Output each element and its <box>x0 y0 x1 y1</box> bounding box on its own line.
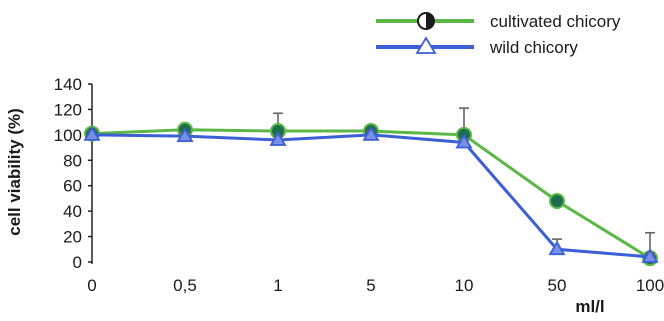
data-point <box>641 248 659 263</box>
y-tick-label: 40 <box>63 202 82 221</box>
y-axis-title: cell viability (%) <box>5 108 24 236</box>
legend-marker-triangle-icon <box>415 36 437 54</box>
data-point <box>83 126 101 141</box>
y-tick-label: 60 <box>63 177 82 196</box>
data-point <box>362 126 380 141</box>
x-tick-label: 50 <box>548 276 567 295</box>
x-tick-label: 100 <box>636 276 664 295</box>
y-tick-label: 20 <box>63 228 82 247</box>
series-2 <box>83 126 659 263</box>
y-tick-label: 120 <box>54 100 82 119</box>
y-tick-label: 80 <box>63 151 82 170</box>
x-tick-label: 0,5 <box>173 276 197 295</box>
x-tick-label: 5 <box>366 276 375 295</box>
legend-item-1: cultivated chicory <box>376 12 621 31</box>
data-point <box>176 127 194 143</box>
series-line <box>91 128 651 260</box>
series-line <box>91 133 651 259</box>
series-layer <box>83 107 659 267</box>
data-point <box>455 133 473 149</box>
data-point <box>549 192 565 209</box>
data-point <box>548 240 566 256</box>
x-tick-label: 10 <box>455 276 474 295</box>
y-tick-label: 0 <box>73 253 82 272</box>
legend: cultivated chicory wild chicory <box>376 12 621 57</box>
y-tick-label: 100 <box>54 126 82 145</box>
legend-label: cultivated chicory <box>490 12 621 31</box>
x-tick-label: 1 <box>273 276 282 295</box>
x-axis: 0 0,5 1 5 10 50 100 <box>87 276 664 295</box>
y-tick-label: 140 <box>54 75 82 94</box>
legend-item-2: wild chicory <box>376 36 578 57</box>
data-point <box>269 131 287 146</box>
legend-label: wild chicory <box>489 38 578 57</box>
x-axis-title: ml/l <box>575 297 604 316</box>
y-axis: 0 20 40 60 80 100 120 140 <box>54 75 93 272</box>
x-tick-label: 0 <box>87 276 96 295</box>
legend-marker-half-fill <box>426 13 434 29</box>
